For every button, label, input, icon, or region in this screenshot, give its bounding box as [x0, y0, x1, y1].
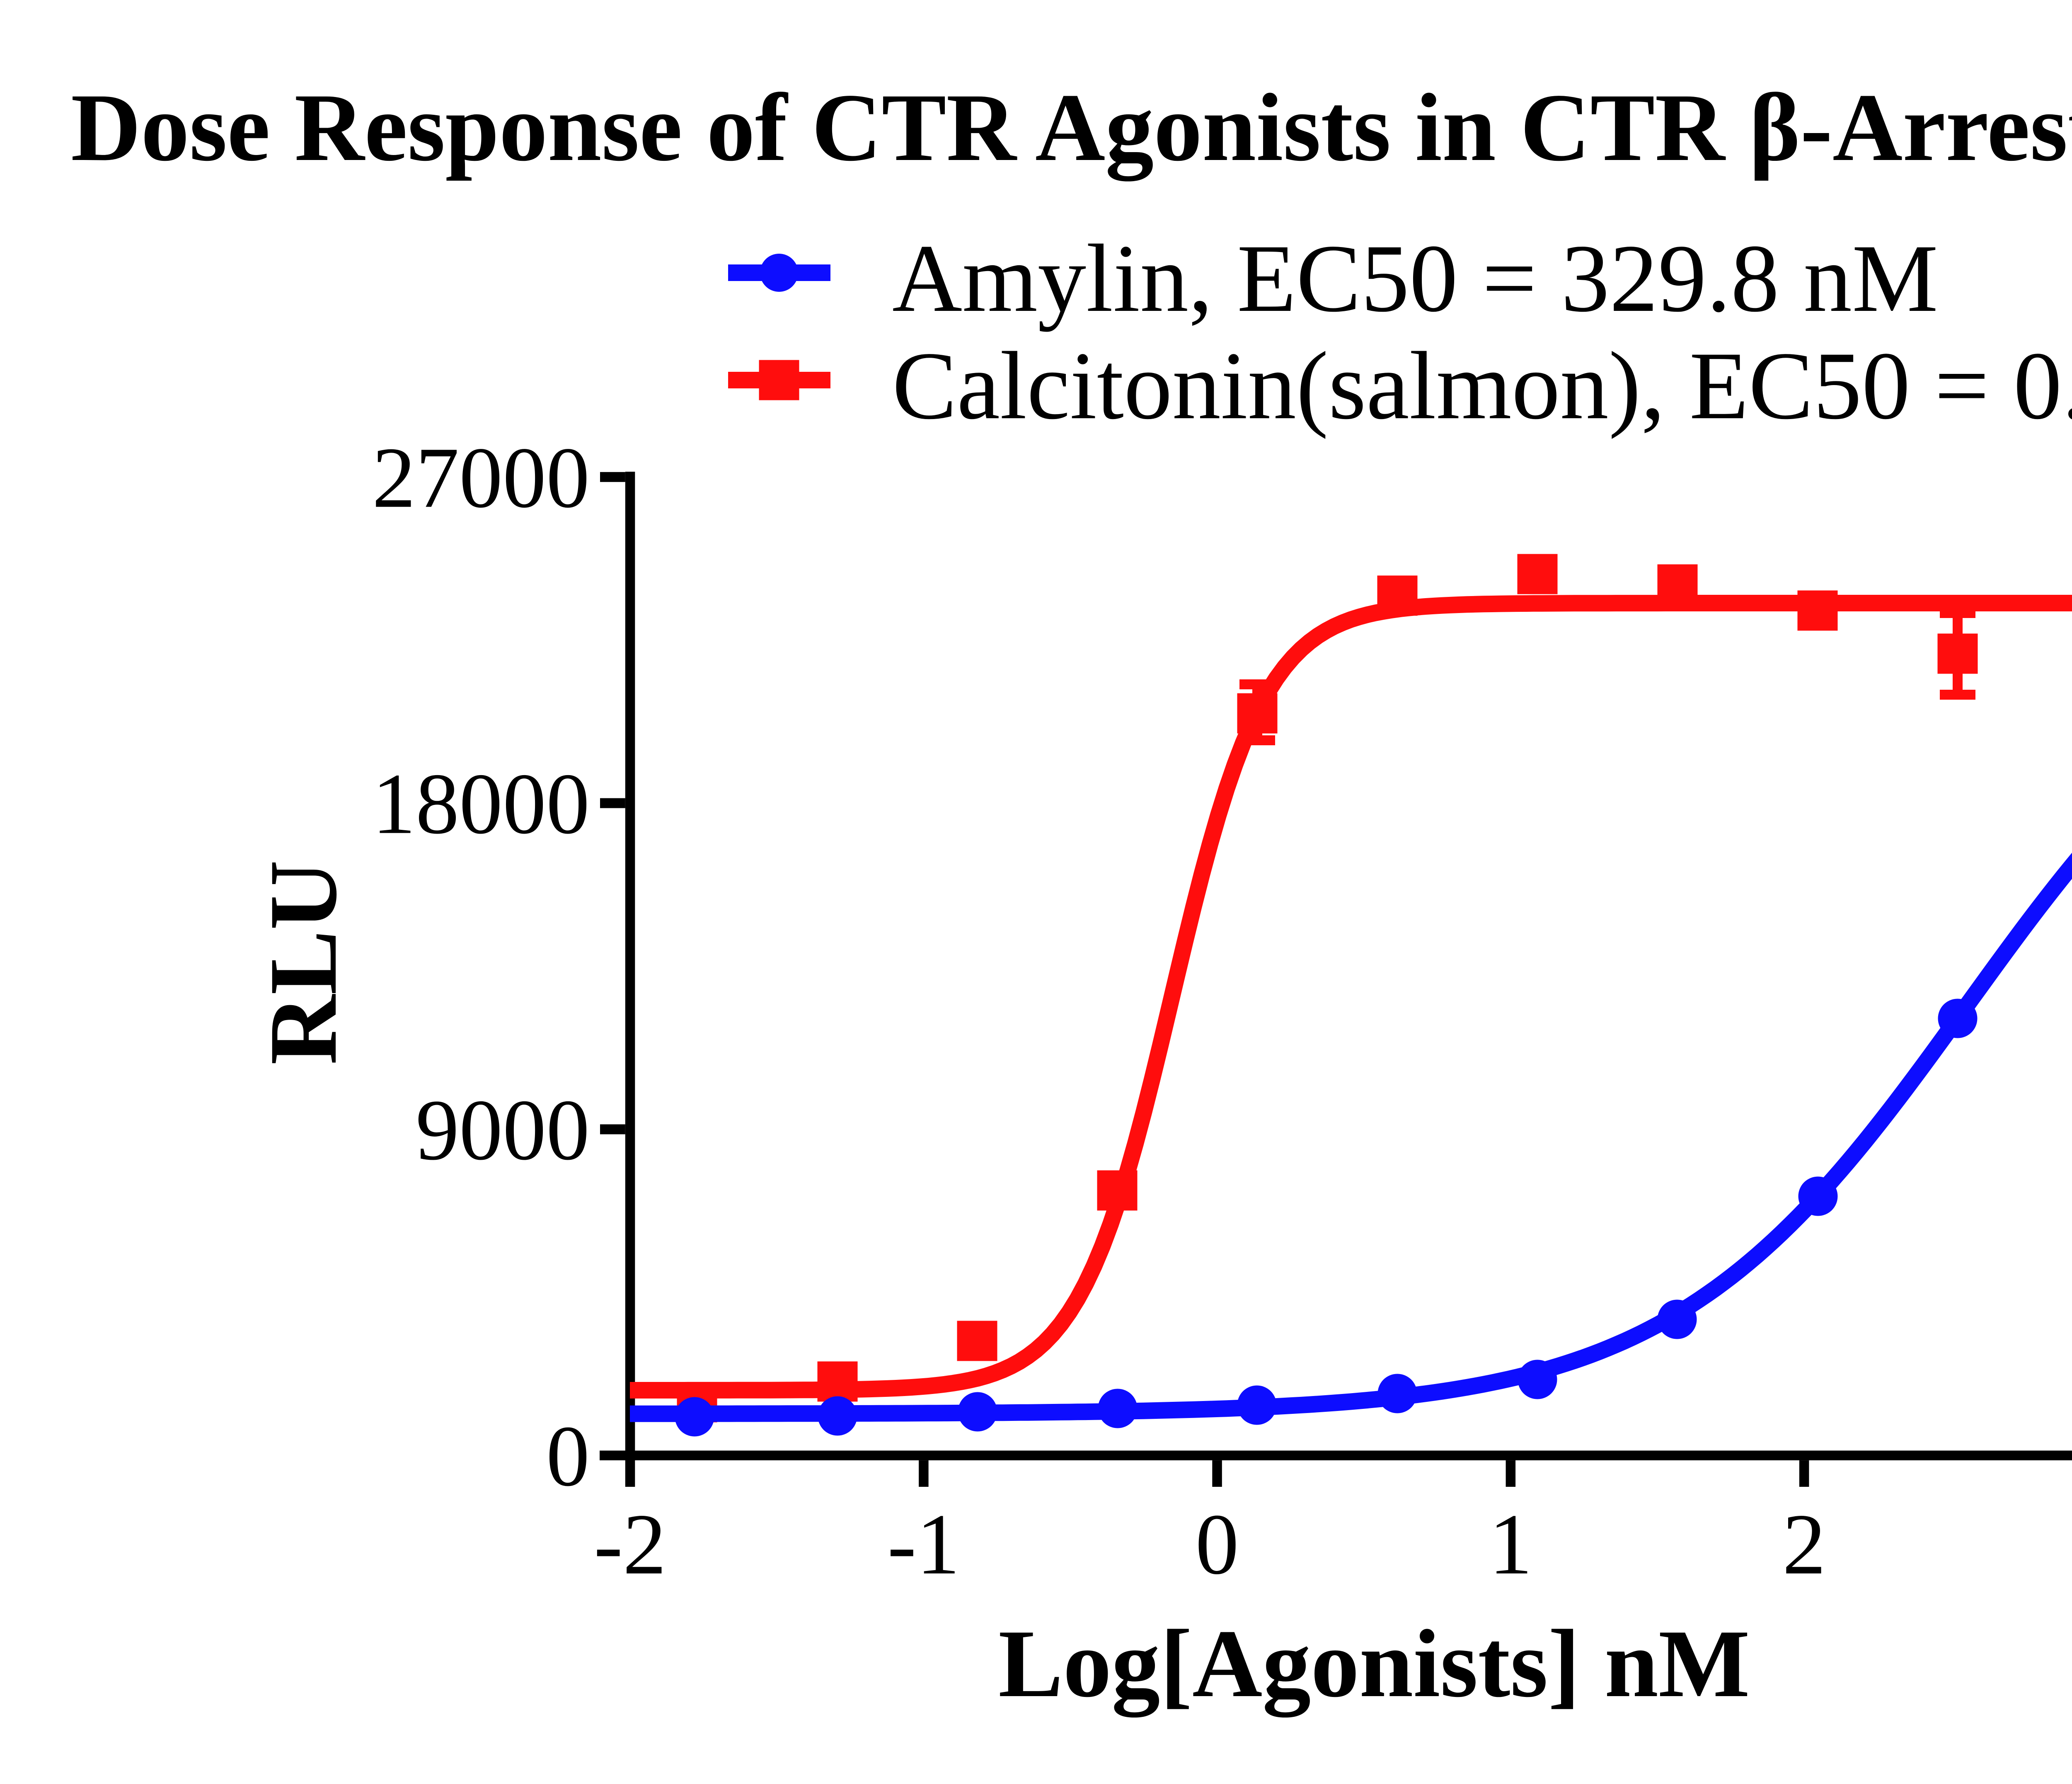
svg-text:Amylin, EC50 = 329.8 nM: Amylin, EC50 = 329.8 nM	[892, 224, 1938, 332]
svg-text:Dose Response of CTR Agonists: Dose Response of CTR Agonists in CTR β-A…	[71, 73, 2072, 182]
svg-text:27000: 27000	[372, 430, 590, 526]
svg-text:1: 1	[1489, 1496, 1532, 1593]
svg-text:18000: 18000	[372, 756, 590, 852]
svg-text:-2: -2	[594, 1496, 666, 1593]
svg-text:0: 0	[546, 1408, 590, 1504]
svg-text:-1: -1	[887, 1496, 960, 1593]
svg-text:9000: 9000	[416, 1082, 590, 1178]
svg-text:RLU: RLU	[249, 860, 357, 1065]
svg-text:Log[Agonists] nM: Log[Agonists] nM	[998, 1609, 1750, 1718]
svg-text:0: 0	[1196, 1496, 1239, 1593]
svg-text:Calcitonin(salmon), EC50 = 0.6: Calcitonin(salmon), EC50 = 0.68 nM	[892, 332, 2072, 439]
svg-text:2: 2	[1782, 1496, 1826, 1593]
